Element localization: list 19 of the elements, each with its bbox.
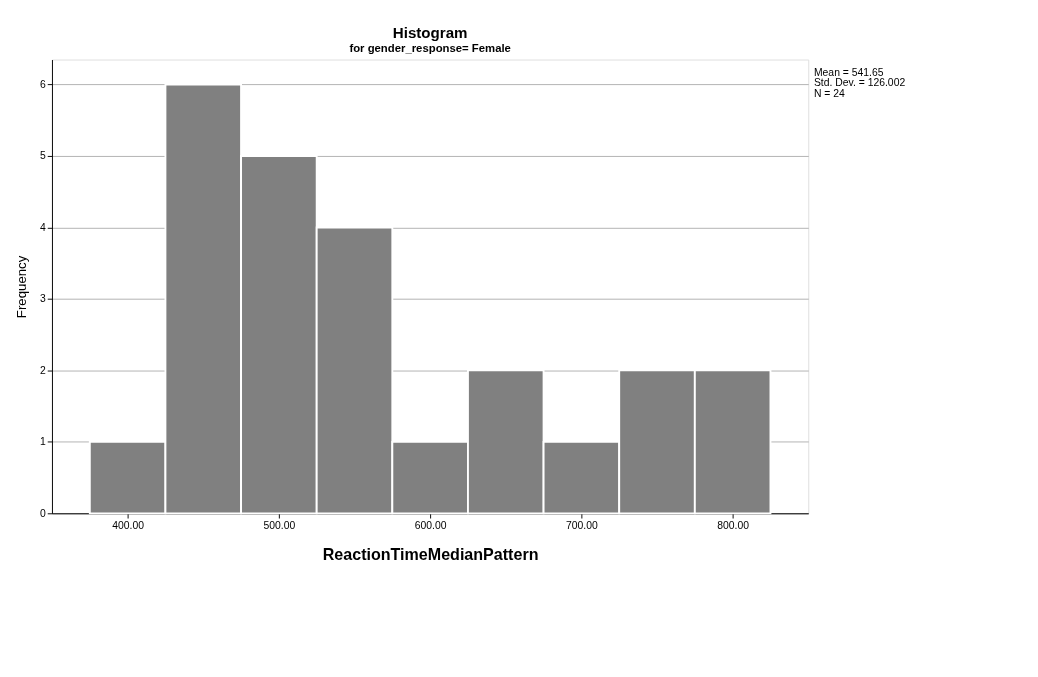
x-tick-label: 700.00 bbox=[566, 519, 598, 531]
x-tick-label: 600.00 bbox=[414, 519, 447, 531]
chart-title: Histogram bbox=[392, 23, 468, 41]
x-tick-label: 400.00 bbox=[112, 519, 145, 531]
y-tick-label: 3 bbox=[40, 293, 47, 305]
x-tick-label: 800.00 bbox=[717, 519, 750, 531]
y-tick-label: 1 bbox=[40, 436, 47, 448]
y-axis-title: Frequency bbox=[13, 255, 29, 319]
chart-subtitle: for gender_response= Female bbox=[349, 41, 511, 54]
x-axis-title: ReactionTimeMedianPattern bbox=[322, 545, 539, 564]
text: Mean = 541.65 bbox=[813, 66, 884, 78]
y-tick-label: 0 bbox=[40, 507, 47, 519]
y-tick-label: 4 bbox=[40, 221, 47, 233]
y-tick-label: 2 bbox=[40, 364, 47, 376]
y-tick-label: 5 bbox=[40, 150, 47, 162]
y-tick-label: 6 bbox=[40, 78, 47, 90]
text: N = 24 bbox=[813, 88, 846, 99]
text: Std. Dev. = 126.002 bbox=[813, 77, 906, 89]
x-tick-label: 500.00 bbox=[263, 519, 296, 531]
